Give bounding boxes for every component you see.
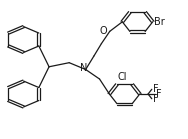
Text: F: F xyxy=(156,89,162,99)
Text: O: O xyxy=(100,26,108,36)
Text: Br: Br xyxy=(154,17,164,27)
Text: Cl: Cl xyxy=(118,72,127,82)
Text: N: N xyxy=(80,63,87,73)
Text: F: F xyxy=(153,94,158,104)
Text: F: F xyxy=(153,84,158,94)
